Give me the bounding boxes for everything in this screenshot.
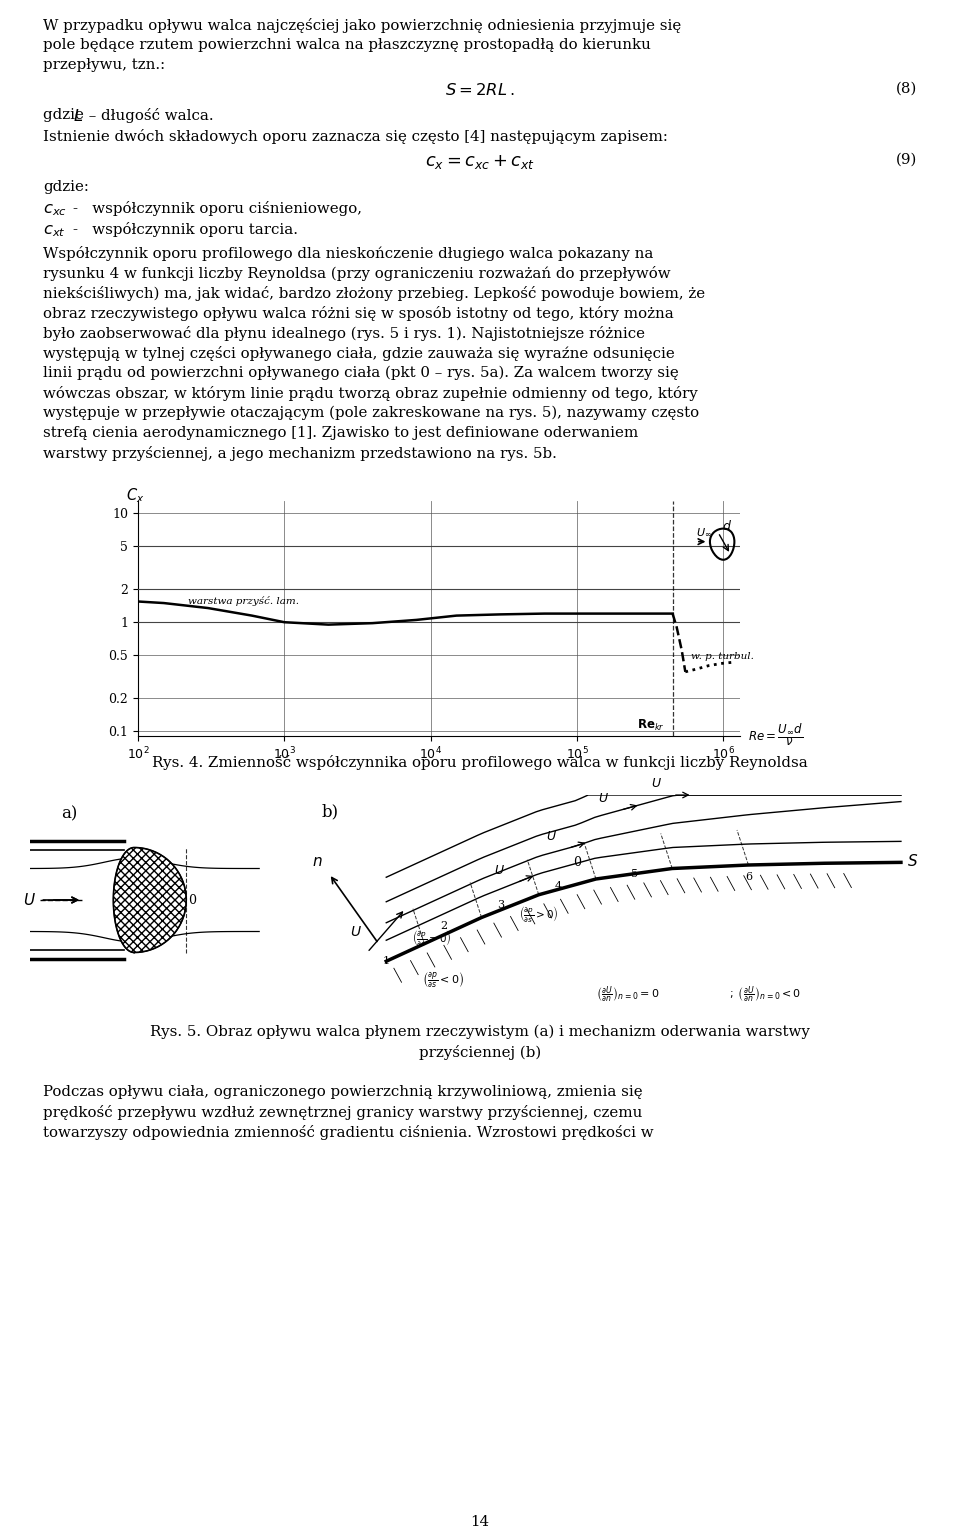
Text: $;\;\left(\frac{\partial U}{\partial n}\right)_{n=0}<0$: $;\;\left(\frac{\partial U}{\partial n}\… [730, 984, 802, 1005]
Text: $U_{\infty}$: $U_{\infty}$ [696, 527, 711, 538]
Text: a): a) [61, 805, 78, 822]
Text: $n$: $n$ [312, 855, 323, 868]
Text: linii prądu od powierzchni opływanego ciała (pkt 0 – rys. 5a). Za walcem tworzy : linii prądu od powierzchni opływanego ci… [43, 366, 679, 380]
Text: $c_{xc}$: $c_{xc}$ [43, 201, 67, 218]
Text: występuje w przepływie otaczającym (pole zakreskowane na rys. 5), nazywamy częst: występuje w przepływie otaczającym (pole… [43, 406, 699, 421]
Text: $L$: $L$ [73, 108, 84, 124]
Text: -   współczynnik oporu tarcia.: - współczynnik oporu tarcia. [73, 221, 298, 237]
Text: gdzie: gdzie [43, 108, 88, 121]
Text: strefą cienia aerodynamicznego [1]. Zjawisko to jest definiowane oderwaniem: strefą cienia aerodynamicznego [1]. Zjaw… [43, 426, 638, 440]
Text: $S$: $S$ [907, 853, 918, 870]
Text: $Re = \dfrac{U_{\infty}d}{\nu}$: $Re = \dfrac{U_{\infty}d}{\nu}$ [748, 721, 804, 749]
Text: $d$: $d$ [722, 520, 732, 533]
Text: $\left(\frac{\partial p}{\partial s}=0\right)$: $\left(\frac{\partial p}{\partial s}=0\r… [412, 928, 452, 948]
Text: gdzie:: gdzie: [43, 180, 89, 194]
Text: $\left(\frac{\partial U}{\partial n}\right)_{n=0}=0$: $\left(\frac{\partial U}{\partial n}\rig… [596, 984, 660, 1005]
Text: 0: 0 [573, 856, 581, 868]
Text: (9): (9) [896, 154, 917, 168]
Text: występują w tylnej części opływanego ciała, gdzie zauważa się wyraźne odsunięcie: występują w tylnej części opływanego cia… [43, 346, 675, 361]
Text: prędkość przepływu wzdłuż zewnętrznej granicy warstwy przyściennej, czemu: prędkość przepływu wzdłuż zewnętrznej gr… [43, 1105, 642, 1120]
Text: (8): (8) [896, 81, 917, 95]
Text: Rys. 4. Zmienność współczynnika oporu profilowego walca w funkcji liczby Reynold: Rys. 4. Zmienność współczynnika oporu pr… [152, 755, 808, 770]
Text: Podczas opływu ciała, ograniczonego powierzchnią krzywoliniową, zmienia się: Podczas opływu ciała, ograniczonego powi… [43, 1085, 642, 1099]
Text: $c_{xt}$: $c_{xt}$ [43, 221, 65, 238]
Text: niekściśliwych) ma, jak widać, bardzo złożony przebieg. Lepkość powoduje bowiem,: niekściśliwych) ma, jak widać, bardzo zł… [43, 286, 706, 301]
Text: -   współczynnik oporu ciśnieniowego,: - współczynnik oporu ciśnieniowego, [73, 201, 362, 217]
Text: wówczas obszar, w którym linie prądu tworzą obraz zupełnie odmienny od tego, któ: wówczas obszar, w którym linie prądu two… [43, 386, 698, 401]
Text: pole będące rzutem powierzchni walca na płaszczyznę prostopadłą do kierunku: pole będące rzutem powierzchni walca na … [43, 38, 651, 52]
Text: W przypadku opływu walca najczęściej jako powierzchnię odniesienia przyjmuje się: W przypadku opływu walca najczęściej jak… [43, 18, 682, 32]
Text: $c_x = c_{xc} + c_{xt}$: $c_x = c_{xc} + c_{xt}$ [425, 154, 535, 171]
Text: $U$: $U$ [23, 891, 36, 908]
Text: 5: 5 [631, 868, 637, 879]
Text: rysunku 4 w funkcji liczby Reynoldsa (przy ograniczeniu rozważań do przepływów: rysunku 4 w funkcji liczby Reynoldsa (pr… [43, 266, 671, 281]
Text: 14: 14 [470, 1515, 490, 1529]
Text: $C_x$: $C_x$ [126, 486, 144, 504]
Polygon shape [113, 847, 186, 953]
Text: warstwa przyść. lam.: warstwa przyść. lam. [188, 596, 300, 606]
Text: Istnienie dwóch składowych oporu zaznacza się często [4] następującym zapisem:: Istnienie dwóch składowych oporu zaznacz… [43, 129, 668, 144]
Text: przepływu, tzn.:: przepływu, tzn.: [43, 58, 165, 72]
Text: 0: 0 [188, 893, 197, 907]
Text: w. p. turbul.: w. p. turbul. [691, 652, 754, 661]
Text: $U$: $U$ [546, 830, 557, 842]
Text: 3: 3 [497, 901, 504, 910]
Text: – długość walca.: – długość walca. [84, 108, 214, 123]
Text: 2: 2 [440, 921, 447, 931]
Text: warstwy przyściennej, a jego mechanizm przedstawiono na rys. 5b.: warstwy przyściennej, a jego mechanizm p… [43, 446, 557, 461]
Text: 4: 4 [554, 881, 562, 891]
Text: obraz rzeczywistego opływu walca różni się w sposób istotny od tego, który można: obraz rzeczywistego opływu walca różni s… [43, 306, 674, 321]
Text: $U$: $U$ [598, 792, 610, 805]
Text: Rys. 5. Obraz opływu walca płynem rzeczywistym (a) i mechanizm oderwania warstwy: Rys. 5. Obraz opływu walca płynem rzeczy… [150, 1025, 810, 1039]
Text: $\left(\frac{\partial p}{\partial s}>0\right)$: $\left(\frac{\partial p}{\partial s}>0\r… [519, 904, 559, 924]
Text: 6: 6 [745, 873, 752, 882]
Text: przyściennej (b): przyściennej (b) [419, 1045, 541, 1061]
Text: $U$: $U$ [349, 924, 362, 939]
Text: Współczynnik oporu profilowego dla nieskończenie długiego walca pokazany na: Współczynnik oporu profilowego dla niesk… [43, 246, 654, 261]
Text: 1: 1 [383, 956, 390, 967]
Text: $U$: $U$ [651, 776, 661, 790]
Text: $S = 2RL\,.$: $S = 2RL\,.$ [445, 81, 515, 98]
Text: towarzyszy odpowiednia zmienność gradientu ciśnienia. Wzrostowi prędkości w: towarzyszy odpowiednia zmienność gradien… [43, 1125, 654, 1140]
Text: $U$: $U$ [494, 864, 505, 878]
Text: było zaobserwować dla płynu idealnego (rys. 5 i rys. 1). Najistotniejsze różnice: było zaobserwować dla płynu idealnego (r… [43, 326, 645, 341]
Text: b): b) [322, 804, 339, 821]
Text: $\mathbf{Re}_{kr}$: $\mathbf{Re}_{kr}$ [637, 718, 665, 733]
Text: $\left(\frac{\partial p}{\partial s}<0\right)$: $\left(\frac{\partial p}{\partial s}<0\r… [422, 970, 465, 988]
